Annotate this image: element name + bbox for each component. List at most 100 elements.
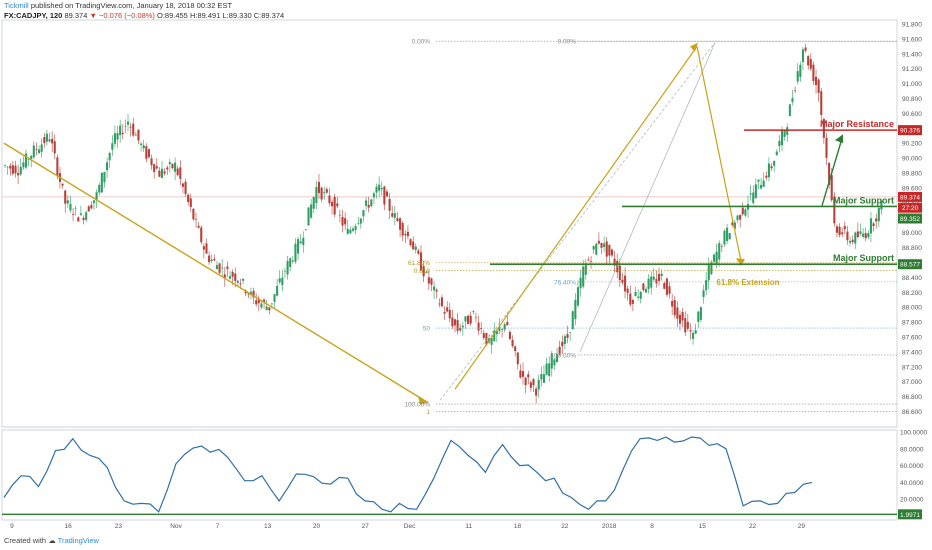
candle-body xyxy=(590,261,593,262)
candle-body xyxy=(820,91,823,115)
candle-body xyxy=(268,307,271,311)
fib-diagonal-line xyxy=(439,42,716,401)
candle-body xyxy=(255,300,258,305)
candle-body xyxy=(396,218,399,222)
candle-body xyxy=(406,231,409,237)
fib-extension-label: 100.00% xyxy=(550,352,576,359)
candle-body xyxy=(872,223,875,227)
candle-body xyxy=(841,232,844,235)
candle-body xyxy=(323,191,326,193)
candle-body xyxy=(854,232,857,244)
publisher-name[interactable]: Tickmill xyxy=(4,1,29,10)
price-tick-label: 91.200 xyxy=(902,66,922,73)
time-tick-label: 2018 xyxy=(602,523,617,530)
candle-body xyxy=(833,196,836,224)
candle-body xyxy=(532,379,535,386)
candle-body xyxy=(558,346,561,355)
candle-body xyxy=(331,201,334,207)
candle-body xyxy=(205,243,208,254)
candle-body xyxy=(192,208,195,220)
candle-body xyxy=(545,363,548,375)
candle-body xyxy=(187,194,190,202)
candle-body xyxy=(320,187,323,200)
candle-body xyxy=(540,374,543,380)
candle-body xyxy=(79,213,82,215)
candle-body xyxy=(176,168,179,176)
candle-body xyxy=(527,374,530,378)
price-badge xyxy=(898,213,922,224)
candle-body xyxy=(351,228,355,231)
candle-body xyxy=(451,317,454,327)
candle-body xyxy=(218,263,221,273)
candle-body xyxy=(27,159,30,160)
major-resistance-label: Major Resistance xyxy=(820,119,894,129)
candle-body xyxy=(163,171,166,174)
candle-body xyxy=(477,322,480,331)
candle-body xyxy=(422,266,425,277)
candle-body xyxy=(425,271,428,273)
price-tick-label: 88.400 xyxy=(902,275,922,282)
time-tick-label: 18 xyxy=(514,523,522,530)
candle-body xyxy=(681,312,684,321)
candle-body xyxy=(417,250,420,254)
candle-body xyxy=(208,255,211,263)
candle-body xyxy=(610,249,614,256)
candle-body xyxy=(830,175,833,201)
candle-body xyxy=(433,286,436,291)
candle-body xyxy=(150,158,153,166)
candle-body xyxy=(137,129,140,141)
candle-body xyxy=(553,359,556,366)
candle-body xyxy=(252,290,255,298)
symbol-label[interactable]: FX:CADJPY, 120 xyxy=(4,10,63,20)
candle-body xyxy=(603,243,606,247)
candle-body xyxy=(566,334,569,338)
candle-body xyxy=(419,252,423,271)
candle-body xyxy=(409,239,412,246)
fib-level-label: 100.00% xyxy=(404,402,430,409)
fib-level-label: 50 xyxy=(423,326,431,333)
candle-body xyxy=(618,265,621,281)
tradingview-link[interactable]: TradingView xyxy=(57,536,99,545)
candle-body xyxy=(569,332,572,333)
price-panel xyxy=(1,19,898,428)
candle-body xyxy=(749,193,752,195)
candle-body xyxy=(456,320,459,331)
candle-body xyxy=(867,233,870,238)
candle-body xyxy=(508,331,511,339)
time-tick-label: 7 xyxy=(216,523,220,530)
candle-body xyxy=(807,56,810,66)
candle-body xyxy=(524,377,527,386)
candle-body xyxy=(783,130,786,137)
candle-body xyxy=(231,271,234,277)
swing-down-line xyxy=(696,46,742,262)
candle-body xyxy=(166,167,169,170)
candle-body xyxy=(106,162,109,171)
candle-body xyxy=(56,157,59,176)
candle-body xyxy=(160,168,164,179)
time-tick-label: 11 xyxy=(465,523,472,530)
candle-body xyxy=(733,222,736,229)
candle-body xyxy=(548,363,551,376)
candle-body xyxy=(6,166,9,168)
candle-body xyxy=(817,79,820,93)
candle-body xyxy=(119,125,122,136)
price-tick-label: 91.000 xyxy=(902,81,922,88)
candle-body xyxy=(74,207,77,209)
candle-body xyxy=(673,300,676,316)
price-tick-label: 89.800 xyxy=(902,171,922,178)
candle-body xyxy=(77,217,80,222)
candle-body xyxy=(90,204,93,209)
candle-body xyxy=(388,199,391,211)
candle-body xyxy=(744,209,747,216)
candle-body xyxy=(668,286,671,294)
candle-body xyxy=(652,276,655,280)
price-badge xyxy=(898,202,922,213)
candle-body xyxy=(140,143,143,146)
candle-body xyxy=(587,259,590,261)
candle-body xyxy=(671,300,674,307)
candle-body xyxy=(694,330,697,334)
candle-body xyxy=(710,262,713,275)
candle-body xyxy=(391,213,394,217)
candle-body xyxy=(315,187,318,203)
